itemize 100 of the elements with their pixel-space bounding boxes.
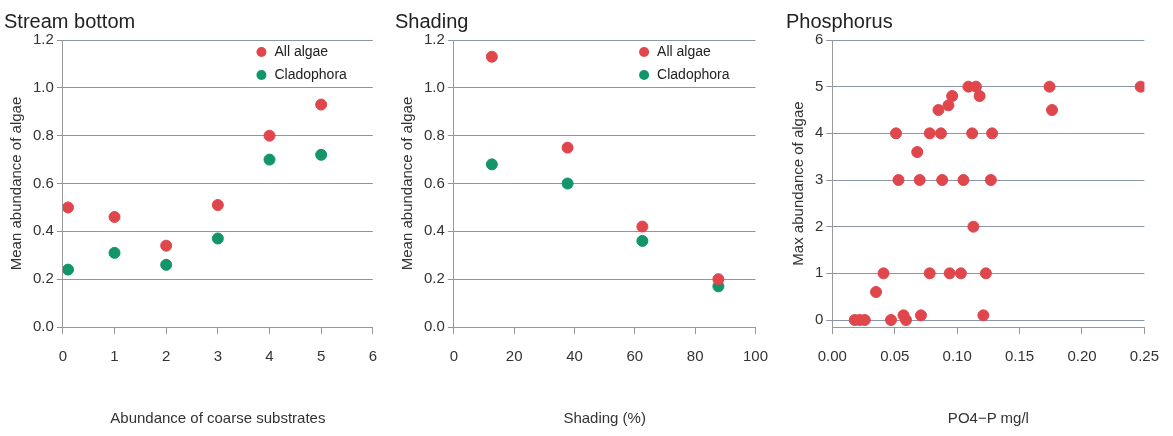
point	[946, 90, 959, 102]
y-tick-label: 4	[815, 123, 824, 141]
point	[914, 309, 927, 322]
point	[942, 99, 955, 112]
y-tick-label: 1.0	[32, 77, 54, 95]
point	[936, 174, 949, 186]
point	[890, 127, 902, 140]
point	[315, 98, 328, 111]
point	[712, 273, 725, 286]
y-tick-label: 1.0	[423, 77, 445, 95]
y-tick-label: 0.4	[423, 221, 445, 239]
y-tick-label: 0	[815, 310, 824, 328]
point	[160, 239, 173, 252]
point	[561, 141, 574, 154]
x-tick-label: 0.20	[1067, 347, 1097, 365]
point	[954, 267, 967, 280]
point	[211, 232, 224, 245]
y-axis-title: Mean abundance of algae	[398, 96, 416, 271]
point	[636, 234, 649, 247]
y-tick-label: 0.6	[32, 173, 54, 191]
point	[979, 267, 992, 280]
x-tick-label: 0	[449, 347, 459, 365]
point	[108, 210, 121, 223]
point	[934, 127, 947, 140]
y-tick-label: 6	[815, 30, 824, 48]
x-tick-label: 60	[626, 347, 644, 365]
y-tick-label: 0.6	[423, 173, 445, 191]
x-tick-label: 0.10	[942, 347, 972, 365]
point	[967, 220, 980, 233]
x-tick-label: 6	[368, 347, 377, 365]
point	[263, 129, 276, 142]
point	[561, 177, 574, 190]
point	[877, 267, 890, 280]
point	[211, 199, 224, 212]
y-tick-label: 3	[815, 170, 824, 188]
y-tick-label: 0.4	[32, 221, 54, 239]
y-tick-label: 0.0	[423, 317, 445, 335]
x-tick-label: 5	[316, 347, 326, 365]
point	[108, 246, 121, 259]
point	[923, 267, 936, 280]
chart-title: Stream bottom	[4, 9, 136, 32]
legend-label: All algae	[657, 42, 712, 59]
x-tick-label: 80	[686, 347, 704, 365]
y-axis-title: Max abundance of algae	[789, 101, 807, 266]
point	[315, 148, 328, 161]
y-tick-label: 1.2	[423, 30, 445, 48]
point	[957, 174, 970, 186]
point	[263, 153, 276, 166]
point	[885, 314, 898, 326]
point	[977, 309, 990, 322]
point	[943, 267, 956, 280]
y-tick-label: 0.2	[423, 269, 445, 287]
x-tick-label: 0	[58, 347, 68, 365]
x-tick-label: 0.15	[1004, 347, 1035, 365]
point	[984, 174, 997, 186]
point	[870, 286, 883, 298]
point	[62, 263, 75, 276]
point	[485, 50, 498, 63]
point	[62, 201, 75, 214]
y-tick-label: 5	[815, 76, 824, 94]
x-axis-title: Shading (%)	[563, 409, 646, 427]
x-tick-label: 40	[566, 347, 583, 365]
legend-label: Cladophora	[274, 65, 348, 82]
x-tick-label: 2	[162, 347, 171, 365]
point	[966, 127, 979, 140]
chart-title: Shading	[395, 9, 469, 32]
point	[986, 127, 999, 140]
point	[923, 127, 936, 140]
point	[636, 220, 649, 233]
legend-label: Cladophora	[657, 65, 730, 82]
point	[485, 158, 498, 171]
point	[1043, 80, 1056, 93]
x-axis-title: PO4−P mg/l	[947, 409, 1029, 427]
point	[973, 90, 986, 102]
x-tick-label: 0.00	[817, 347, 847, 365]
x-tick-label: 0.05	[880, 347, 910, 365]
chart-title: Phosphorus	[786, 9, 893, 32]
x-tick-label: 0.25	[1129, 347, 1159, 365]
x-axis-title: Abundance of coarse substrates	[110, 409, 326, 427]
x-tick-label: 100	[742, 347, 768, 365]
point	[911, 146, 924, 158]
y-axis-title: Mean abundance of algae	[7, 96, 25, 271]
point	[1134, 80, 1145, 93]
y-tick-label: 1	[815, 263, 824, 281]
point	[892, 174, 905, 186]
point	[932, 104, 945, 116]
y-tick-label: 0.8	[423, 125, 445, 143]
y-tick-label: 0.0	[32, 317, 54, 335]
x-tick-label: 4	[265, 347, 274, 365]
y-tick-label: 2	[815, 216, 824, 234]
x-tick-label: 1	[110, 347, 119, 365]
x-tick-label: 3	[213, 347, 223, 365]
point	[1046, 104, 1059, 116]
legend-label: All algae	[274, 42, 329, 59]
point	[160, 258, 173, 271]
point	[913, 174, 926, 186]
x-tick-label: 20	[505, 347, 523, 365]
y-tick-label: 0.8	[32, 125, 54, 143]
y-tick-label: 0.2	[32, 269, 54, 287]
y-tick-label: 1.2	[32, 30, 54, 48]
